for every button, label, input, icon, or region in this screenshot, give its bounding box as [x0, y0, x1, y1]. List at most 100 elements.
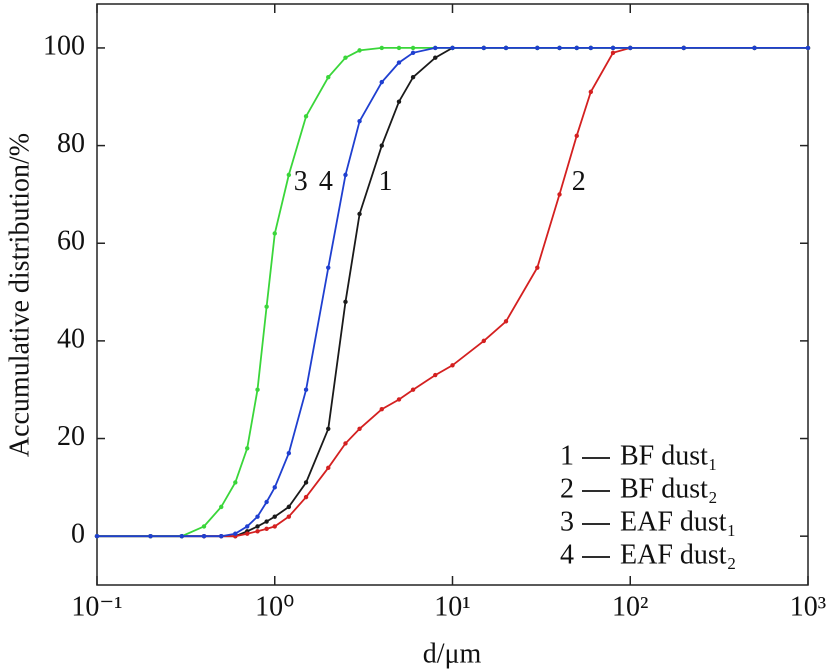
legend-label: EAF dust₂: [620, 539, 736, 570]
data-point: [255, 529, 260, 534]
data-point: [286, 172, 292, 178]
legend-label: EAF dust₁: [620, 506, 736, 537]
data-point: [410, 50, 416, 56]
x-tick-label: 10¹: [434, 591, 470, 622]
data-point: [410, 45, 416, 51]
data-point: [272, 231, 277, 236]
data-point: [272, 524, 277, 529]
y-tick-label: 80: [57, 128, 85, 159]
data-point: [503, 45, 509, 51]
data-point: [610, 50, 616, 56]
data-point: [233, 480, 238, 485]
data-point: [610, 45, 616, 51]
y-axis-label: Accumulative distribution/%: [4, 133, 35, 457]
data-point: [272, 485, 277, 490]
curve-label: 4: [319, 166, 333, 197]
data-point: [255, 524, 260, 529]
legend-number: 4: [560, 539, 574, 570]
data-point: [557, 192, 562, 197]
data-point: [219, 504, 224, 510]
data-point: [286, 504, 292, 510]
y-tick-label: 100: [43, 30, 85, 61]
legend-number: 3: [560, 506, 574, 537]
data-point: [433, 372, 438, 378]
legend-number: 2: [560, 473, 574, 504]
data-point: [396, 60, 402, 65]
data-point: [233, 531, 238, 536]
y-tick-label: 0: [71, 519, 85, 550]
curve-label: 3: [294, 166, 308, 197]
data-point: [286, 514, 292, 519]
data-point: [219, 533, 224, 539]
data-point: [303, 480, 309, 485]
data-point: [503, 319, 509, 324]
data-point: [379, 407, 384, 412]
data-point: [245, 531, 250, 536]
data-point: [379, 45, 384, 51]
data-point: [588, 45, 594, 51]
x-tick-label: 10³: [790, 591, 826, 622]
data-point: [535, 45, 540, 51]
data-point: [264, 519, 269, 524]
curve-label: 2: [572, 166, 586, 197]
data-point: [410, 387, 416, 392]
data-point: [574, 45, 579, 51]
data-point: [255, 514, 260, 519]
data-point: [379, 79, 384, 85]
data-point: [303, 114, 309, 119]
data-point: [264, 526, 269, 532]
data-point: [535, 265, 540, 270]
data-point: [201, 524, 207, 529]
data-point: [450, 363, 455, 368]
data-point: [94, 533, 100, 539]
legend-number: 1: [560, 440, 574, 471]
data-point: [343, 299, 348, 305]
y-tick-label: 20: [57, 421, 85, 452]
data-point: [201, 533, 207, 539]
data-point: [357, 211, 362, 217]
data-point: [433, 55, 438, 60]
data-point: [396, 397, 402, 402]
data-point: [303, 494, 309, 500]
data-point: [245, 524, 250, 529]
data-point: [574, 133, 579, 139]
data-point: [326, 265, 331, 270]
data-point: [179, 533, 185, 539]
data-point: [343, 441, 348, 446]
data-point: [326, 465, 331, 471]
data-point: [396, 45, 402, 51]
data-point: [326, 426, 331, 431]
x-tick-label: 10⁻¹: [71, 591, 122, 622]
data-point: [303, 387, 309, 392]
data-point: [379, 143, 384, 148]
data-point: [481, 338, 487, 344]
data-point: [264, 304, 269, 309]
data-point: [410, 75, 416, 80]
data-point: [357, 426, 362, 431]
legend-label: BF dust₂: [620, 473, 718, 504]
data-point: [148, 533, 153, 539]
data-point: [433, 45, 438, 51]
y-tick-label: 60: [57, 226, 85, 257]
x-axis-label: d/μm: [423, 638, 482, 669]
x-tick-label: 10²: [612, 591, 648, 622]
data-point: [805, 45, 811, 51]
data-point: [588, 89, 594, 95]
data-point: [286, 450, 292, 456]
data-point: [357, 48, 362, 53]
x-tick-label: 10⁰: [255, 591, 294, 622]
data-point: [357, 118, 362, 124]
data-point: [264, 499, 269, 505]
data-point: [450, 45, 455, 51]
data-point: [557, 45, 562, 51]
data-point: [752, 45, 757, 51]
data-point: [343, 172, 348, 178]
data-point: [343, 55, 348, 60]
data-point: [681, 45, 686, 51]
curve-label: 1: [378, 166, 392, 197]
data-point: [481, 45, 487, 51]
y-tick-label: 40: [57, 323, 85, 354]
data-point: [628, 45, 633, 51]
